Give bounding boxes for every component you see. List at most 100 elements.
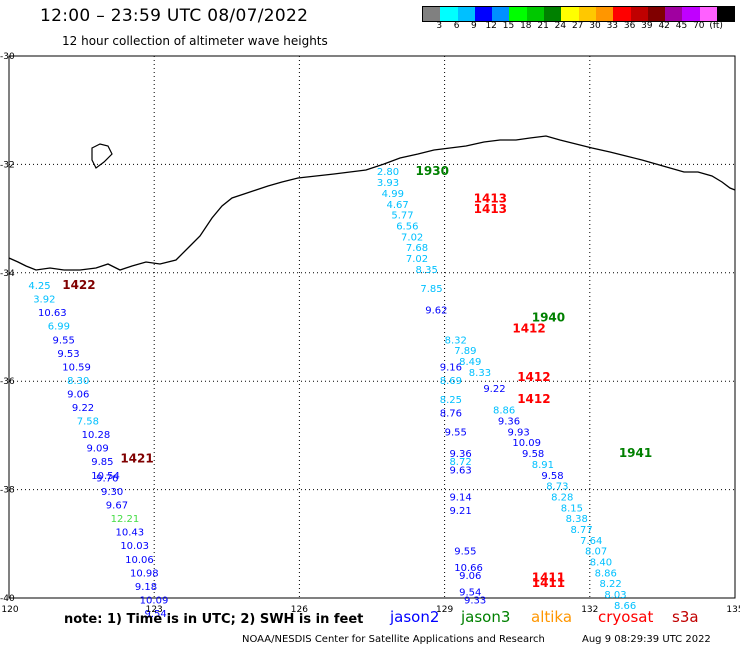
color-swatch <box>630 7 648 21</box>
color-swatch <box>561 7 579 21</box>
wave-height-value: 8.30 <box>67 376 89 387</box>
wave-height-value: 9.06 <box>459 571 481 582</box>
color-scale-label: (ft) <box>709 21 723 31</box>
color-swatch <box>440 7 458 21</box>
wave-height-value: 8.86 <box>493 406 515 417</box>
wave-height-value: 10.66 <box>454 563 483 574</box>
color-scale-label: 18 <box>520 21 532 31</box>
wave-height-value: 4.99 <box>382 189 404 200</box>
wave-height-value: 8.91 <box>532 460 554 471</box>
color-swatch <box>423 7 441 21</box>
wave-height-value: 4.25 <box>28 281 50 292</box>
wave-height-value: 8.40 <box>590 557 612 568</box>
wave-height-value: 7.68 <box>406 243 428 254</box>
latitude-label: -34 <box>0 269 15 279</box>
wave-height-value: 8.72 <box>449 457 471 468</box>
color-scale-label: 3 <box>436 21 443 31</box>
color-swatch <box>578 7 596 21</box>
pass-time-label: 1941 <box>619 446 652 460</box>
color-swatch <box>699 7 718 21</box>
altimeter-tracks: 4.25 3.92 10.63 6.99 9.55 9.53 10.59 8.30 9.06 9.… <box>28 167 636 620</box>
wave-height-value: 7.02 <box>401 232 423 243</box>
page-title: 12:00 – 23:59 UTC 08/07/2022 <box>40 6 309 26</box>
color-scale-label: 15 <box>502 21 515 31</box>
latitude-label: -30 <box>0 52 15 62</box>
latitude-label: -36 <box>0 377 15 387</box>
wave-height-value: 8.69 <box>440 376 462 387</box>
wave-height-value: 9.54 <box>459 587 481 598</box>
wave-height-value: 9.67 <box>106 501 128 512</box>
wave-height-value: 9.18 <box>135 582 157 593</box>
color-scale-label: 12 <box>485 21 497 31</box>
longitude-label: 135 <box>726 605 740 615</box>
wave-height-value: 5.77 <box>391 211 413 222</box>
wave-height-value: 10.06 <box>125 555 154 566</box>
color-scale-label: 24 <box>554 21 567 31</box>
wave-height-value: 7.64 <box>580 536 602 547</box>
color-scale-labels: 3 6 9 12 15 18 21 24 27 30 33 36 39 42 45 70 (ft) <box>422 21 730 35</box>
wave-height-value: 10.28 <box>82 430 111 441</box>
wave-height-value: 10.03 <box>120 541 149 552</box>
color-scale-label: 27 <box>571 21 584 31</box>
graticule <box>9 56 735 598</box>
pass-time-label: 1412 <box>517 370 550 384</box>
wave-height-value: 9.36 <box>498 417 520 428</box>
australia-coastline <box>8 135 736 271</box>
wave-height-value: 8.25 <box>440 395 462 406</box>
wave-height-value: 6.99 <box>48 322 70 333</box>
wave-height-value: 9.63 <box>449 465 471 476</box>
wave-height-value: 9.58 <box>541 471 563 482</box>
wave-height-value: 9.30 <box>101 487 123 498</box>
wave-height-value: 7.89 <box>454 346 476 357</box>
wave-height-value: 9.16 <box>440 362 462 373</box>
color-scale-label: 33 <box>606 21 619 31</box>
wave-height-value: 9.09 <box>86 444 108 455</box>
color-scale-label: 45 <box>675 21 688 31</box>
wave-height-value: 8.07 <box>585 547 607 558</box>
wave-height-value: 10.98 <box>130 568 159 579</box>
wave-height-value: 9.58 <box>522 449 544 460</box>
color-swatch <box>613 7 631 21</box>
wave-height-value: 2.80 <box>377 167 399 178</box>
wave-height-value: 8.77 <box>570 525 592 536</box>
wave-height-value: 9.36 <box>449 449 471 460</box>
wave-height-value: 9.55 <box>53 335 75 346</box>
pass-time-label: 1422 <box>62 278 95 292</box>
color-swatch <box>526 7 545 21</box>
latitude-label: -38 <box>0 486 15 496</box>
wave-height-value: 9.62 <box>425 305 447 316</box>
color-swatch <box>457 7 475 21</box>
longitude-label: 123 <box>146 605 163 615</box>
wave-height-value: 3.92 <box>33 295 55 306</box>
wave-height-value: 9.22 <box>72 403 94 414</box>
legend-jason2: jason2 <box>390 608 440 626</box>
color-swatch <box>509 7 527 21</box>
wave-height-value: 8.03 <box>604 590 626 601</box>
pass-time-labels: 1422142119301413141319401412141214121941… <box>62 164 652 590</box>
longitude-label: 126 <box>291 605 308 615</box>
color-swatch <box>544 7 562 21</box>
wave-height-value: 3.93 <box>377 178 399 189</box>
pass-time-label: 1411 <box>532 571 565 585</box>
wave-height-value: 8.35 <box>416 265 438 276</box>
color-scale-label: 21 <box>537 21 549 31</box>
units-note: note: 1) Time is in UTC; 2) SWH is in fe… <box>64 612 364 627</box>
wave-height-value: 10.43 <box>115 528 144 539</box>
color-swatch <box>595 7 614 21</box>
wave-height-value: 8.28 <box>551 492 573 503</box>
wave-height-value: 9.55 <box>445 427 467 438</box>
color-scale-label: 70 <box>693 21 705 31</box>
wave-height-value: 4.67 <box>387 200 409 211</box>
wave-height-value: 10.09 <box>512 438 541 449</box>
wave-height-value: 6.56 <box>396 221 418 232</box>
longitude-label: 132 <box>581 605 598 615</box>
credit-line: NOAA/NESDIS Center for Satellite Applica… <box>242 634 545 645</box>
longitude-label: 129 <box>436 605 453 615</box>
wave-height-value: 10.09 <box>140 595 169 606</box>
longitude-label: 120 <box>1 605 18 615</box>
color-swatch <box>492 7 510 21</box>
pass-time-label: 1413 <box>474 191 507 205</box>
wave-height-value: 10.59 <box>62 362 91 373</box>
wave-height-value: 8.76 <box>440 408 462 419</box>
